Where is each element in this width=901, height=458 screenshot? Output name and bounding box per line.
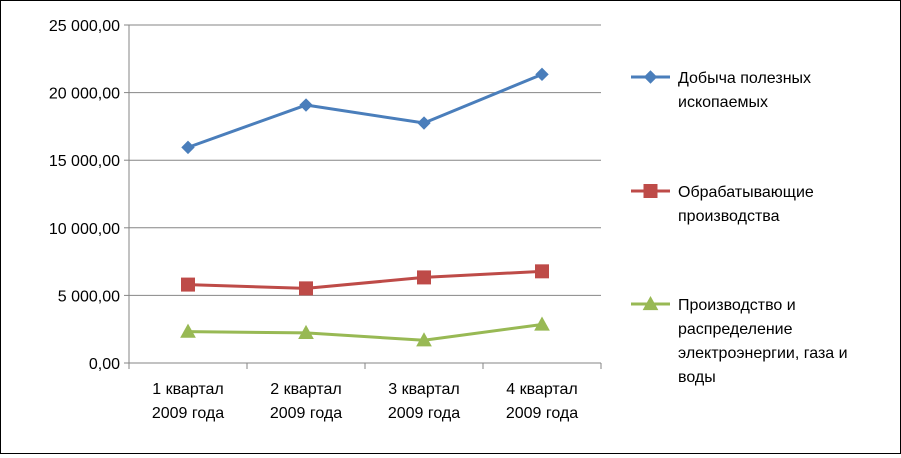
data-point-3-2 (298, 324, 314, 339)
data-point-1-2 (299, 98, 313, 112)
x-tick-label: 4 квартал (506, 381, 578, 398)
y-tick-label: 0,00 (89, 356, 120, 373)
data-point-3-3 (416, 332, 432, 347)
x-tick-labels: 1 квартал 2009 года 2 квартал 2009 года 3 кв… (152, 381, 578, 422)
data-point-3-1 (180, 323, 196, 338)
y-tick-label: 15 000,00 (49, 153, 120, 170)
series-line-2 (187, 269, 543, 290)
series-layer (180, 67, 550, 347)
x-tick-label: 2009 года (270, 405, 342, 422)
data-point-2-4 (535, 264, 549, 279)
legend-label-2: производства (678, 208, 780, 225)
data-point-2-3 (417, 270, 431, 285)
legend-label-3: электроэнергии, газа и (678, 345, 848, 362)
data-point-2-1 (181, 277, 195, 292)
gridlines (129, 24, 601, 296)
x-tick-label: 2009 года (152, 405, 224, 422)
x-tick-label: 1 квартал (152, 381, 224, 398)
x-tick-label: 2 квартал (270, 381, 342, 398)
y-tick-label: 25 000,00 (49, 18, 120, 35)
x-tick-label: 2009 года (506, 405, 578, 422)
legend: Добыча полезных ископаемых Обрабатывающие п… (631, 70, 848, 386)
data-point-1-4 (535, 67, 549, 82)
y-tick-labels: 0,00 5 000,00 10 000,00 15 000,00 20 000,00 2… (49, 18, 120, 373)
legend-marker-3 (642, 295, 659, 311)
axes (124, 24, 602, 369)
series-line-3 (187, 322, 543, 342)
data-point-2-2 (299, 281, 313, 296)
legend-marker-2 (643, 184, 658, 198)
x-tick-label: 2009 года (388, 405, 460, 422)
series-line-1 (187, 72, 543, 149)
legend-label-2: Обрабатывающие (678, 184, 814, 201)
x-tick-label: 3 квартал (388, 381, 460, 398)
legend-label-3: распределение (678, 321, 793, 338)
data-point-1-3 (417, 116, 431, 130)
legend-label-1: ископаемых (678, 94, 768, 111)
legend-label-3: воды (678, 369, 716, 386)
y-tick-label: 10 000,00 (49, 221, 120, 238)
data-point-1-1 (181, 140, 195, 155)
data-point-3-4 (534, 316, 550, 331)
legend-marker-1 (643, 70, 658, 84)
y-tick-label: 5 000,00 (58, 288, 120, 305)
y-tick-label: 20 000,00 (49, 86, 120, 103)
legend-label-3: Производство и (678, 297, 796, 314)
legend-label-1: Добыча полезных (678, 70, 811, 87)
